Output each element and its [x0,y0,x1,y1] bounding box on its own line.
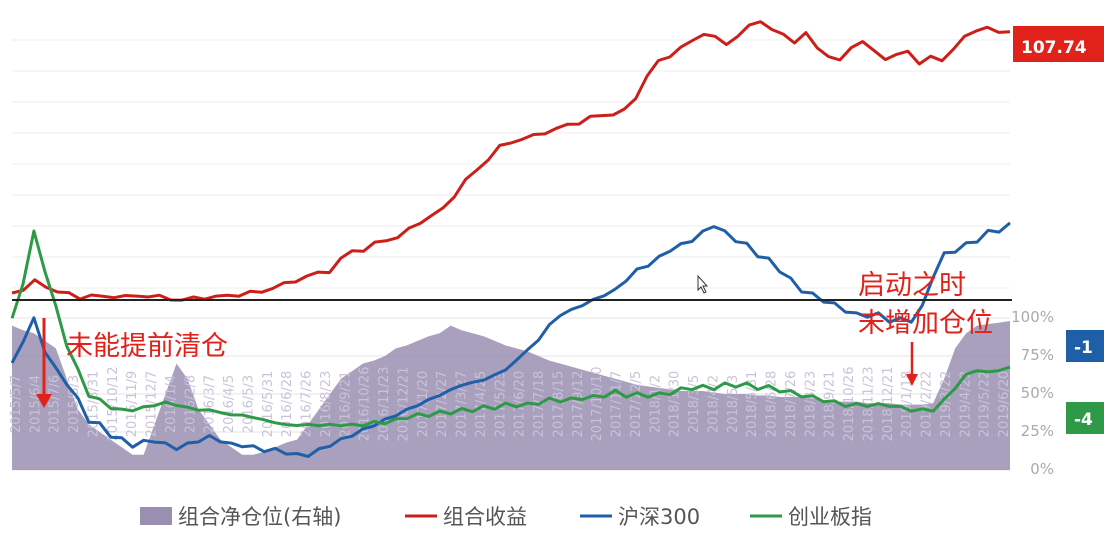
position-area [12,321,1010,470]
position-area-layer [12,321,1010,470]
x-tick-label: 2016/9/21 [338,371,353,438]
down-arrow-left-head-icon [36,394,52,408]
csi300-badge-bg [1066,330,1104,362]
x-tick-label: 2019/5/22 [978,371,993,438]
right-axis-tick-label: 25% [1021,422,1054,440]
annotation-no-early-liquidation: 未能提前清仓 [66,331,228,362]
x-tick-label: 2019/1/18 [900,371,915,438]
legend: 组合净仓位(右轴) 组合收益 沪深300 创业板指 [140,505,872,529]
x-tick-label: 2016/5/3 [242,375,257,433]
x-tick-label: 2015/10/12 [106,367,121,442]
x-tick-label: 2019/2/22 [920,371,935,438]
x-tick-label: 2016/12/21 [397,367,412,442]
x-tick-label: 2018/7/26 [784,371,799,438]
legend-label: 组合净仓位(右轴) [178,505,341,529]
x-tick-label: 2018/3/5 [687,375,702,433]
x-tick-label: 2016/4/5 [222,375,237,433]
cursor-icon [697,274,709,294]
x-tick-label: 2017/12/5 [629,371,644,438]
x-tick-label: 2016/7/26 [300,371,315,438]
x-tick-label: 2015/6/4 [28,375,43,433]
x-tick-label: 2018/11/23 [861,367,876,442]
csi300-badge-label: -1 [1074,338,1093,358]
x-tick-label: 2017/11/7 [610,371,625,438]
portfolio-return-line [11,20,1011,302]
annotation-no-position-increase: 未增加仓位 [858,308,993,339]
x-tick-label: 2015/12/7 [145,371,160,438]
legend-label: 沪深300 [618,505,700,529]
x-tick-label: 2015/5/7 [9,375,24,433]
x-tick-label: 2017/8/15 [551,371,566,438]
right-axis: 100% 75% 50% 25% 0% [1011,308,1054,478]
portfolio-badge-bg [1013,26,1104,62]
x-tick-label: 2018/12/21 [881,367,896,442]
x-tick-label: 2016/3/7 [203,375,218,433]
x-tick-label: 2018/1/2 [648,375,663,433]
x-tick-label: 2017/5/23 [493,371,508,438]
x-tick-label: 2017/10/10 [590,367,605,442]
x-tick-label: 2016/8/23 [319,371,334,438]
down-arrow-right-head-icon [906,374,918,386]
x-tick-label: 2018/5/31 [745,371,760,438]
value-badges: 107.74 -1 -4 [1013,26,1104,434]
x-tick-label: 2015/11/9 [125,371,140,438]
legend-swatch [140,507,172,525]
chinext-badge-label: -4 [1074,410,1093,430]
x-tick-label: 2017/3/27 [455,371,470,438]
x-tick-label: 2017/4/25 [474,371,489,438]
x-tick-label: 2016/6/28 [280,371,295,438]
right-axis-tick-label: 100% [1011,308,1054,326]
right-axis-tick-label: 75% [1021,346,1054,364]
chinext-badge-bg [1066,402,1104,434]
annotation-at-launch: 启动之时 [858,270,966,301]
x-tick-label: 2018/6/28 [765,371,780,438]
csi300-line [10,221,1011,458]
portfolio-badge-label: 107.74 [1021,38,1087,58]
x-tick-label: 2018/5/3 [726,375,741,433]
chinext-line [10,229,1011,428]
x-tick-label: 2018/8/23 [803,371,818,438]
x-tick-label: 2016/5/31 [261,371,276,438]
x-tick-label: 2015/8/31 [87,371,102,438]
x-tick-label: 2018/9/21 [823,371,838,438]
right-axis-tick-label: 50% [1021,384,1054,402]
x-tick-label: 2019/4/23 [958,371,973,438]
x-tick-label: 2016/2/8 [183,375,198,433]
x-tick-label: 2019/6/20 [997,371,1012,438]
x-tick-label: 2017/2/27 [435,371,450,438]
x-tick-label: 2017/9/12 [571,371,586,438]
x-tick-label: 2018/4/2 [706,375,721,433]
legend-label: 组合收益 [443,505,527,529]
x-tick-label: 2016/11/23 [377,367,392,442]
x-tick-label: 2015/7/6 [48,375,63,433]
legend-label: 创业板指 [788,505,872,529]
x-tick-label: 2019/3/22 [939,371,954,438]
right-axis-tick-label: 0% [1030,460,1054,478]
x-tick-label: 2018/1/30 [668,371,683,438]
